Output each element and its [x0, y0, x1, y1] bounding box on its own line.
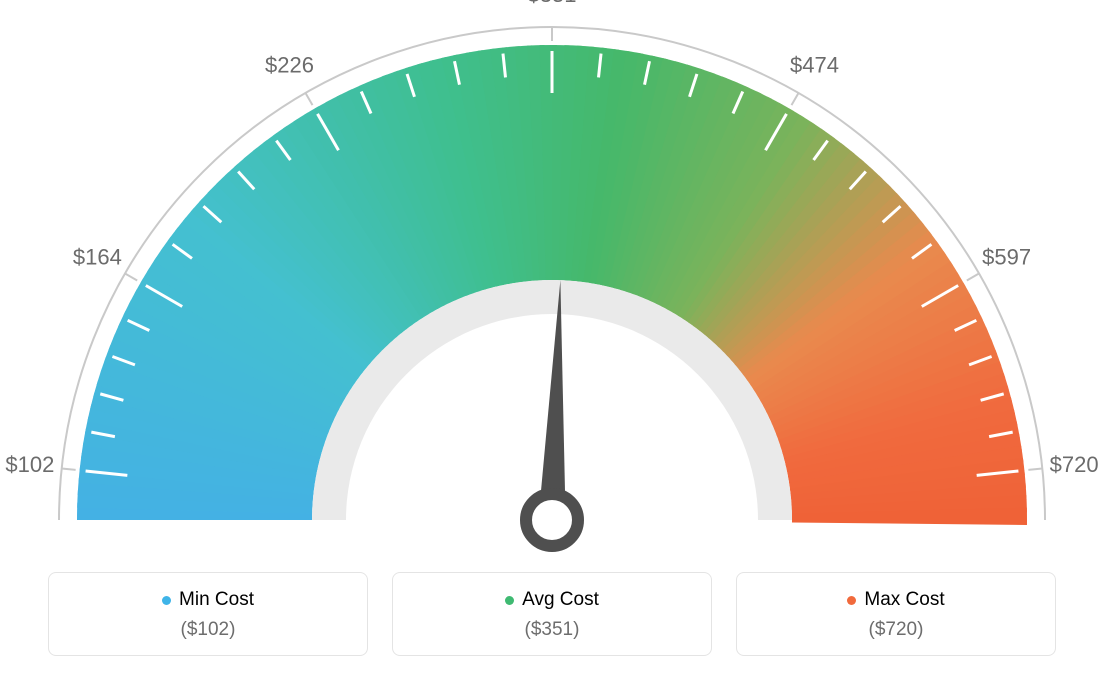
legend-row: Min Cost ($102) Avg Cost ($351) Max Cost… [0, 572, 1104, 656]
legend-label-avg-text: Avg Cost [522, 589, 599, 611]
legend-card-max: Max Cost ($720) [736, 572, 1056, 656]
legend-card-avg: Avg Cost ($351) [392, 572, 712, 656]
legend-dot-avg [505, 596, 514, 605]
gauge-tick-label: $720 [1050, 452, 1099, 477]
legend-label-max: Max Cost [847, 589, 944, 611]
legend-label-avg: Avg Cost [505, 589, 599, 611]
gauge-tick-label: $226 [265, 52, 314, 77]
legend-label-max-text: Max Cost [864, 589, 944, 611]
legend-value-avg: ($351) [403, 619, 701, 641]
gauge-needle [526, 280, 578, 546]
legend-value-max: ($720) [747, 619, 1045, 641]
gauge-tick-label: $164 [73, 245, 122, 270]
legend-value-min: ($102) [59, 619, 357, 641]
gauge-tick-label: $474 [790, 52, 839, 77]
legend-card-min: Min Cost ($102) [48, 572, 368, 656]
gauge-tick-label: $597 [982, 245, 1031, 270]
legend-label-min-text: Min Cost [179, 589, 254, 611]
gauge-svg: $102 $164 $226 $351 $474 $597 $720 [0, 0, 1104, 560]
legend-dot-min [162, 596, 171, 605]
legend-dot-max [847, 596, 856, 605]
cost-gauge: $102 $164 $226 $351 $474 $597 $720 [0, 0, 1104, 560]
legend-label-min: Min Cost [162, 589, 254, 611]
gauge-tick-label: $102 [5, 452, 54, 477]
gauge-tick-label: $351 [528, 0, 577, 7]
